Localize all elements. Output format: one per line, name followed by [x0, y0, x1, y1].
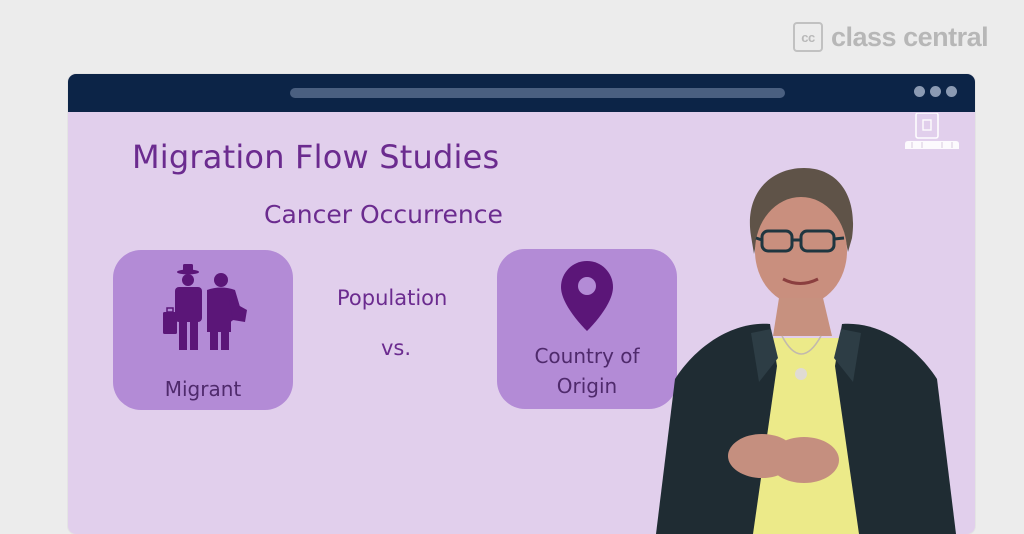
window-dot-2[interactable] — [930, 86, 941, 97]
window-controls[interactable] — [914, 86, 957, 97]
slide-content: Migration Flow Studies Cancer Occurrence — [68, 112, 975, 534]
population-label: Population — [337, 286, 448, 310]
country-of-origin-line-1: Country of — [534, 344, 640, 368]
country-of-origin-card: Country of Origin — [497, 249, 677, 409]
slide-title: Migration Flow Studies — [132, 138, 500, 176]
country-of-origin-line-2: Origin — [556, 374, 618, 398]
window-dot-1[interactable] — [914, 86, 925, 97]
migrant-family-icon — [163, 264, 247, 350]
country-of-origin-label: Country of Origin — [497, 341, 677, 401]
presenter-figure — [656, 168, 956, 534]
browser-window: Migration Flow Studies Cancer Occurrence — [68, 74, 975, 534]
migrant-card: Migrant — [113, 250, 293, 410]
address-bar[interactable] — [290, 88, 785, 98]
class-central-wordmark: class central — [831, 21, 989, 52]
migrant-label: Migrant — [164, 377, 242, 401]
browser-top-bar — [68, 74, 975, 112]
class-central-logo-text: cc — [801, 29, 815, 45]
location-pin-icon — [561, 261, 613, 331]
window-dot-3[interactable] — [946, 86, 957, 97]
class-central-logo: cc — [793, 22, 823, 52]
class-central-brand: cc class central — [793, 21, 989, 52]
versus-label: vs. — [381, 336, 412, 360]
board-icon — [905, 113, 959, 149]
slide-subtitle: Cancer Occurrence — [264, 200, 503, 229]
